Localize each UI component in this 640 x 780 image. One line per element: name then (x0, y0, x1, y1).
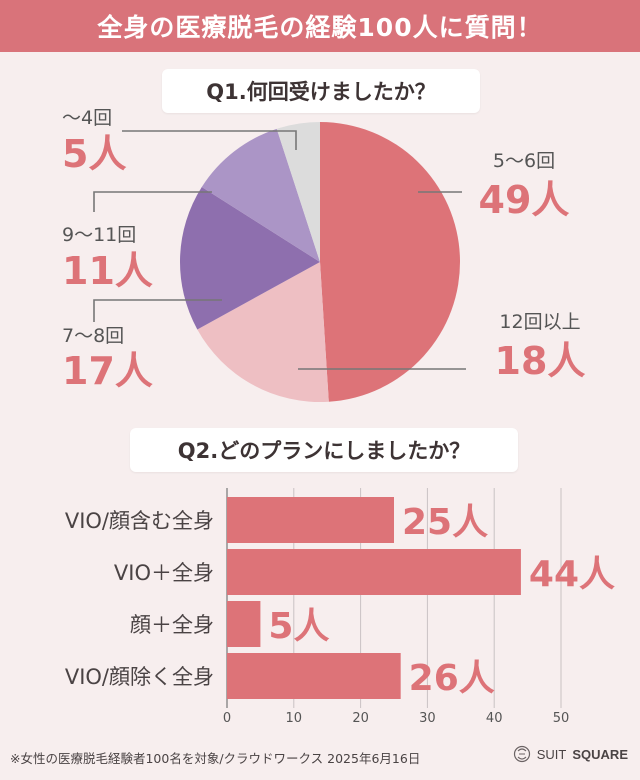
pie-leader-line-2 (93, 299, 222, 322)
bar-category-label-2: 顔＋全身 (130, 613, 214, 637)
pie-category-label-0: 5〜6回 (493, 150, 555, 172)
pie-category-label-1: 12回以上 (499, 311, 580, 333)
bar-value-label-0: 25人 (402, 502, 488, 543)
bar-category-label-3: VIO/顔除く全身 (65, 665, 214, 689)
pie-slice-0 (320, 122, 461, 402)
brand-name-light: SUIT (536, 746, 567, 762)
pie-category-label-3: 9〜11回 (62, 224, 136, 246)
bar-1 (227, 549, 521, 595)
pie-value-label-1: 18人 (495, 339, 586, 383)
pie-value-label-0: 49人 (479, 178, 570, 222)
source-footnote: ※女性の医療脱毛経験者100名を対象/クラウドワークス 2025年6月16日 (10, 751, 421, 766)
bar-value-label-2: 5人 (268, 606, 329, 647)
suit-square-logo-icon (513, 745, 530, 763)
q2-question-label: Q2.どのプランにしましたか？ (130, 428, 518, 472)
bar-x-tick-label-4: 40 (486, 711, 503, 726)
pie-value-label-2: 17人 (62, 349, 153, 393)
bar-x-tick-label-0: 0 (223, 711, 231, 726)
pie-slice-4 (276, 122, 320, 262)
q2-question-text: Q2.どのプランにしましたか？ (177, 439, 471, 463)
q1-question-label: Q1.何回受けましたか？ (162, 69, 480, 113)
pie-value-label-3: 11人 (62, 249, 153, 293)
pie-category-label-4: 〜4回 (62, 107, 112, 129)
pie-category-label-2: 7〜8回 (62, 325, 124, 347)
pie-slice-1 (197, 262, 329, 402)
bar-x-tick-label-2: 20 (352, 711, 369, 726)
q1-question-text: Q1.何回受けましたか？ (206, 80, 436, 104)
brand-name-bold: SQUARE (572, 746, 628, 762)
pie-slice-2 (179, 186, 320, 330)
page-title: 全身の医療脱毛の経験100人に質問！ (97, 13, 543, 42)
brand-logo: SUIT SQUARE (513, 745, 628, 763)
bar-x-tick-label-3: 30 (419, 711, 436, 726)
pie-leader-line-3 (93, 191, 212, 212)
bar-value-label-1: 44人 (529, 554, 615, 595)
bar-0 (227, 497, 394, 543)
bar-category-label-1: VIO＋全身 (114, 561, 214, 585)
bar-value-label-3: 26人 (409, 658, 495, 699)
pie-slice-3 (201, 128, 320, 262)
bar-x-tick-label-5: 50 (553, 711, 570, 726)
bar-category-label-0: VIO/顔含む全身 (65, 509, 214, 533)
bar-3 (227, 653, 401, 699)
title-banner: 全身の医療脱毛の経験100人に質問！ (0, 0, 640, 52)
bar-2 (227, 601, 261, 647)
pie-value-label-4: 5人 (62, 132, 126, 176)
bar-x-tick-label-1: 10 (286, 711, 303, 726)
pie-leader-line-4 (122, 130, 297, 150)
